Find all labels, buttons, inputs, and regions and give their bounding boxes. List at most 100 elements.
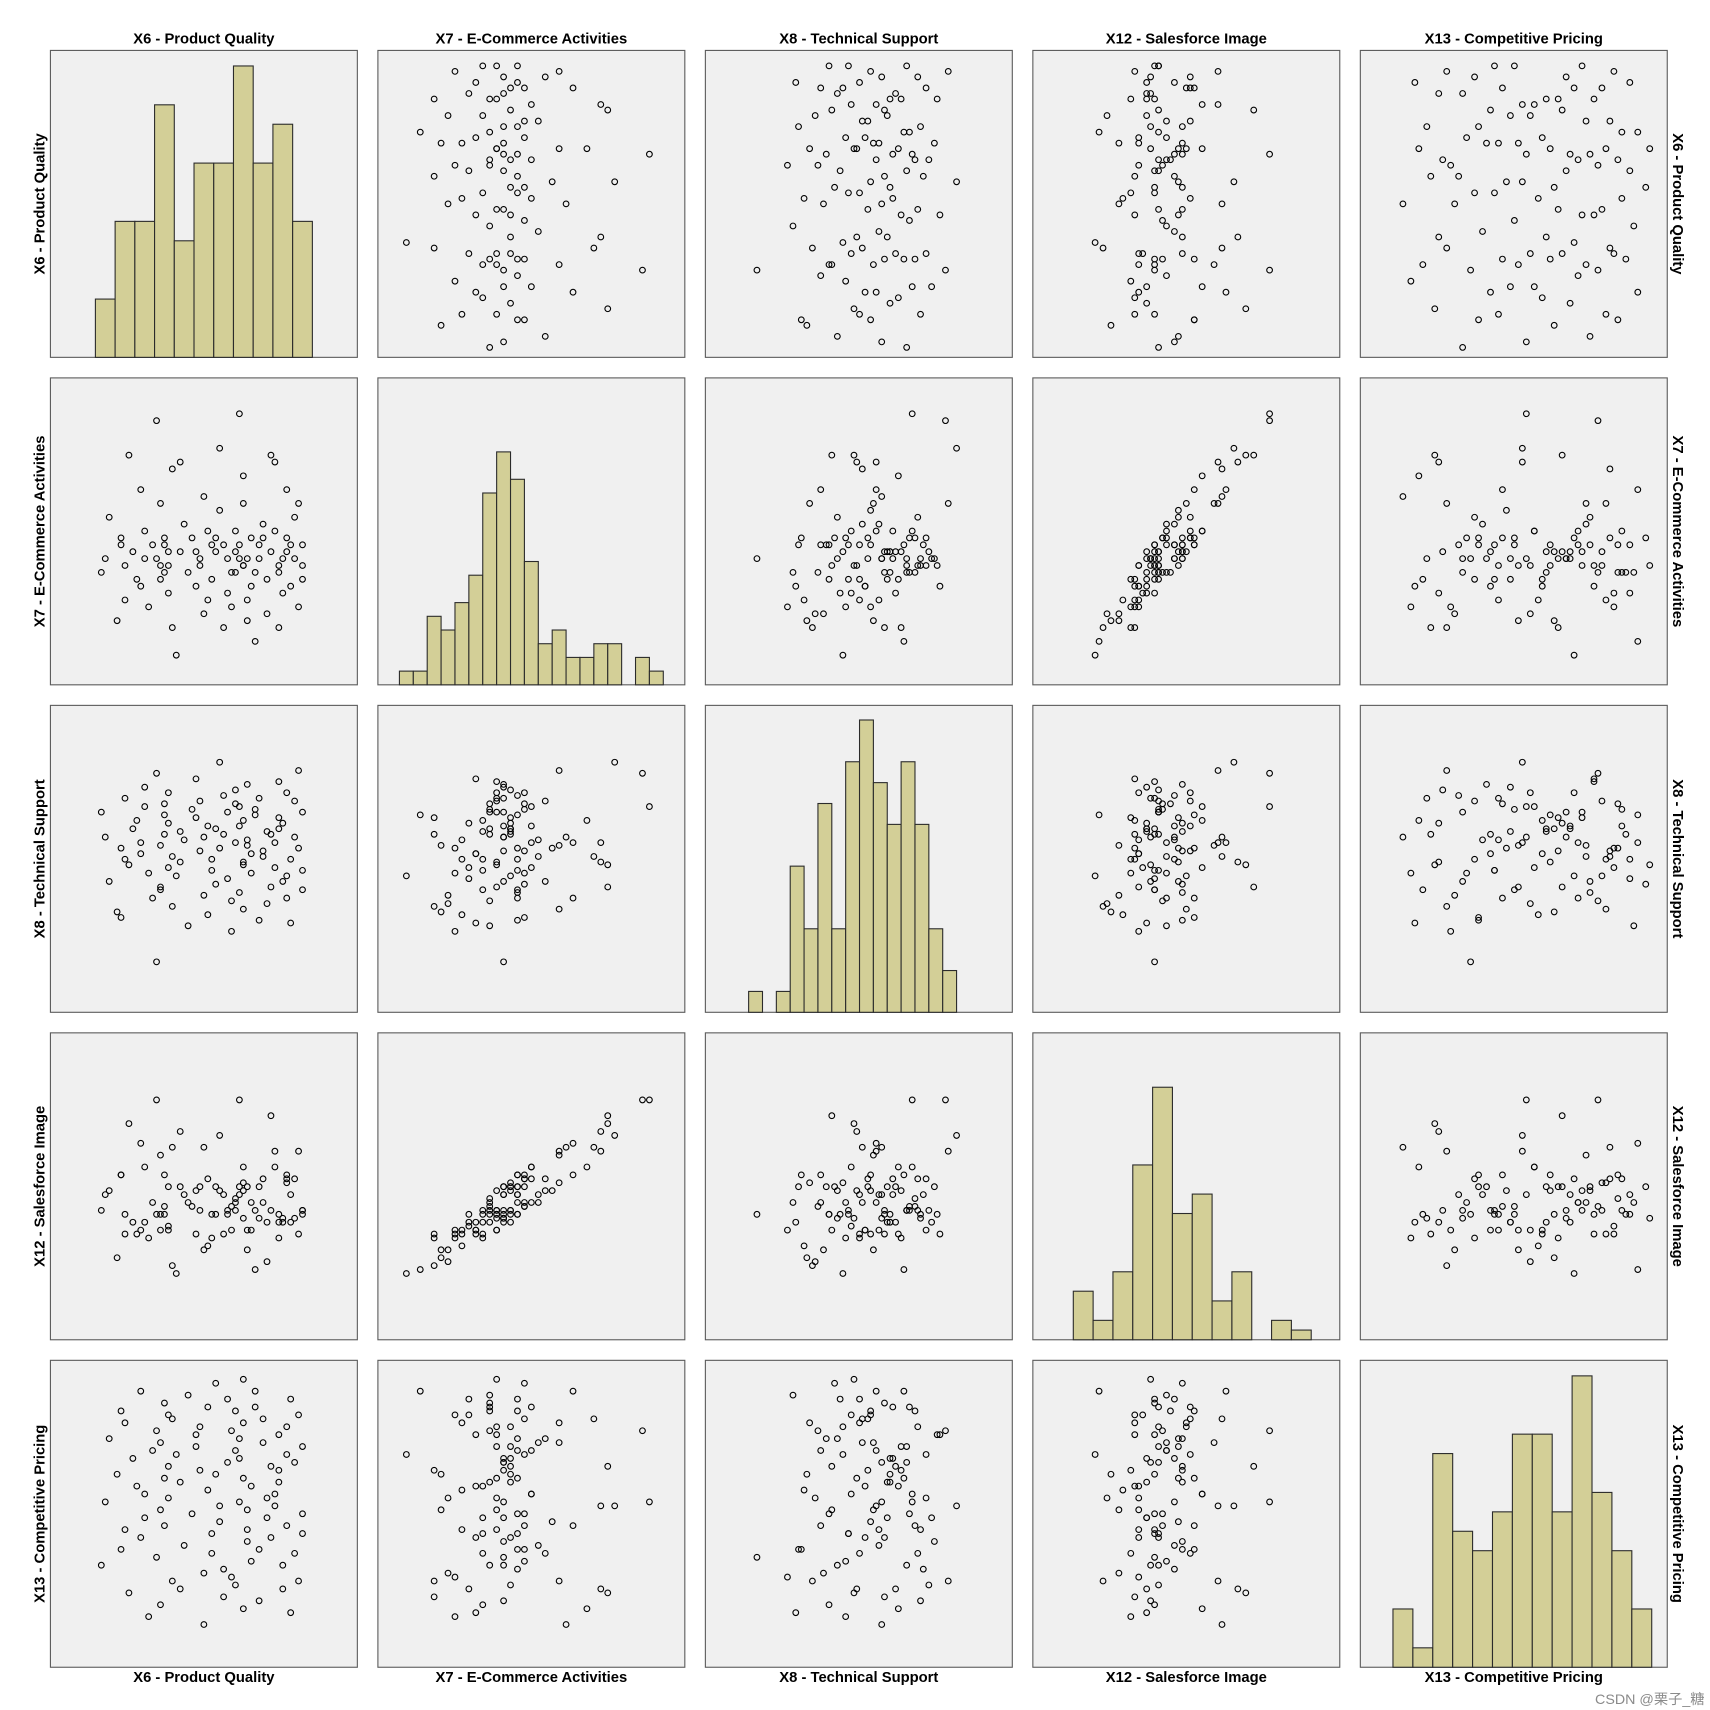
scatter-point: [1483, 139, 1490, 147]
scatter-point: [527, 156, 535, 164]
scatter-point: [145, 869, 153, 877]
scatter-point: [101, 833, 109, 841]
scatter-point: [1634, 1139, 1642, 1147]
scatter-point: [889, 555, 897, 563]
scatter-point: [825, 261, 833, 269]
scatter-point: [263, 610, 271, 618]
scatter-point: [247, 1557, 255, 1565]
scatter-point: [500, 150, 507, 158]
scatter-point: [883, 1478, 891, 1486]
scatter-point: [604, 1589, 612, 1597]
scatter-point: [239, 500, 247, 507]
scatter-point: [1182, 905, 1190, 913]
scatter-point: [1167, 1407, 1174, 1415]
scatter-point: [1562, 1214, 1570, 1222]
scatter-point: [828, 1112, 836, 1120]
scatter-point: [239, 1214, 247, 1222]
scatter-point: [1190, 541, 1198, 549]
scatter-point: [212, 825, 220, 833]
scatter-point: [458, 1226, 466, 1234]
scatter-panel: [49, 1032, 358, 1341]
scatter-point: [1514, 617, 1522, 625]
scatter-point: [479, 855, 487, 863]
scatter-point: [444, 200, 452, 208]
scatter-point: [1250, 883, 1258, 891]
scatter-point: [527, 283, 535, 291]
scatter-point: [1443, 1147, 1451, 1155]
scatter-point: [430, 1262, 438, 1270]
scatter-point: [889, 527, 897, 535]
scatter-point: [1135, 1573, 1143, 1581]
scatter-point: [847, 527, 855, 535]
scatter-point: [451, 1226, 459, 1234]
scatter-point: [555, 1179, 563, 1187]
scatter-point: [1495, 794, 1502, 802]
scatter-point: [864, 1175, 872, 1183]
scatter-point: [121, 1419, 129, 1427]
scatter-point: [1530, 527, 1538, 535]
scatter-point: [295, 1577, 302, 1585]
scatter-point: [836, 1395, 844, 1403]
scatter-point: [822, 541, 830, 549]
scatter-point: [514, 172, 521, 180]
scatter-point: [1526, 250, 1534, 257]
scatter-point: [1546, 541, 1554, 549]
scatter-point: [251, 1387, 259, 1395]
scatter-point: [1614, 844, 1622, 852]
scatter-point: [212, 1379, 220, 1387]
scatter-point: [117, 1171, 125, 1179]
scatter-point: [872, 1387, 880, 1395]
scatter-point: [1198, 101, 1206, 108]
scatter-point: [1178, 880, 1186, 888]
scatter-point: [1131, 624, 1139, 631]
scatter-point: [847, 1490, 855, 1498]
scatter-point: [569, 1387, 577, 1395]
scatter-point: [145, 1234, 153, 1242]
scatter-point: [500, 123, 507, 130]
scatter-point: [808, 244, 816, 252]
scatter-point: [1479, 836, 1486, 844]
panel: [377, 1359, 686, 1668]
scatter-point: [235, 1191, 243, 1198]
scatter-point: [845, 62, 852, 70]
scatter-point: [1499, 255, 1506, 263]
scatter-point: [1618, 1206, 1626, 1214]
scatter-point: [911, 1195, 919, 1202]
scatter-point: [925, 1206, 933, 1214]
scatter-point: [521, 255, 528, 263]
scatter-point: [486, 805, 494, 813]
histogram-panel: [1032, 1032, 1341, 1341]
scatter-point: [275, 569, 283, 576]
scatter-point: [1151, 1526, 1158, 1534]
scatter-point: [911, 156, 919, 164]
scatter-point: [1435, 858, 1443, 866]
scatter-point: [243, 596, 251, 604]
histogram-bar: [900, 761, 916, 1013]
scatter-point: [897, 624, 905, 631]
scatter-point: [861, 1482, 869, 1490]
scatter-point: [153, 1553, 160, 1561]
scatter-point: [1518, 839, 1526, 847]
scatter-point: [548, 1518, 556, 1526]
scatter-point: [883, 1514, 891, 1522]
scatter-point: [845, 1206, 852, 1214]
scatter-point: [590, 1143, 598, 1151]
scatter-point: [180, 520, 188, 528]
scatter-point: [164, 562, 172, 569]
panel: [49, 377, 358, 686]
scatter-point: [1186, 117, 1194, 125]
scatter-point: [1642, 880, 1650, 888]
scatter-point: [878, 1621, 886, 1628]
scatter-point: [279, 878, 287, 885]
scatter-point: [507, 1187, 514, 1195]
scatter-point: [1455, 792, 1463, 799]
scatter-point: [521, 316, 528, 324]
scatter-point: [1570, 84, 1578, 92]
scatter-point: [1214, 68, 1222, 75]
scatter-point: [864, 555, 872, 563]
scatter-point: [1419, 261, 1427, 269]
scatter-point: [1463, 869, 1471, 877]
scatter-point: [1630, 922, 1638, 930]
scatter-panel: [1032, 377, 1341, 686]
scatter-point: [251, 805, 259, 813]
